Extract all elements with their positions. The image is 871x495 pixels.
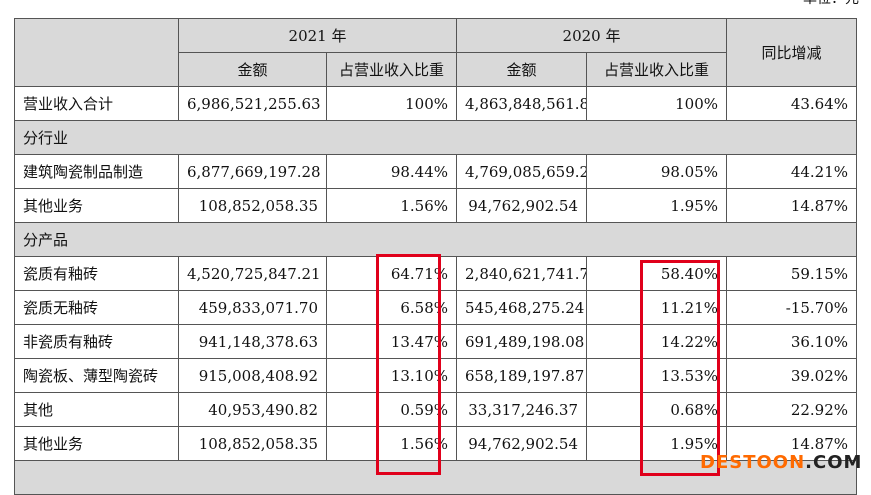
yoy-change: 14.87% (726, 188, 858, 223)
ratio-2020: 1.95% (586, 188, 728, 223)
header-ratio-2020: 占营业收入比重 (586, 52, 728, 87)
ratio-2021: 6.58% (325, 290, 458, 325)
yoy-change: -15.70% (726, 290, 858, 325)
amount-2021: 915,008,408.92 (178, 358, 327, 393)
ratio-2020: 11.21% (586, 290, 728, 325)
header-row-years: 2021 年 2020 年 同比增减 (14, 18, 858, 87)
table-row: 陶瓷板、薄型陶瓷砖 915,008,408.92 13.10% 658,189,… (14, 358, 858, 393)
section-row-product: 分产品 (13, 222, 858, 257)
row-label: 瓷质无釉砖 (14, 290, 179, 325)
amount-2021: 459,833,071.70 (178, 290, 327, 325)
table-row: 其他业务 108,852,058.35 1.56% 94,762,902.54 … (14, 188, 858, 223)
ratio-2021: 0.59% (325, 392, 458, 427)
yoy-change: 22.92% (726, 392, 858, 427)
ratio-2021: 98.44% (325, 154, 458, 189)
revenue-table: 2021 年 2020 年 同比增减 金额 占营业收入比重 金额 占营业收入比重… (13, 18, 858, 495)
ratio-2021: 64.71% (325, 256, 458, 291)
yoy-change: 59.15% (726, 256, 858, 291)
section-row-industry: 分行业 (13, 120, 858, 155)
amount-2020: 4,863,848,561.83 (456, 86, 588, 121)
table-row: 其他 40,953,490.82 0.59% 33,317,246.37 0.6… (14, 392, 858, 427)
row-label: 瓷质有釉砖 (14, 256, 179, 291)
table-row: 瓷质有釉砖 4,520,725,847.21 64.71% 2,840,621,… (14, 256, 858, 291)
row-label: 其他 (14, 392, 179, 427)
highlight-box-2021-ratio (376, 254, 441, 475)
header-2020: 2020 年 (456, 18, 728, 53)
amount-2020: 545,468,275.24 (456, 290, 588, 325)
yoy-change: 44.21% (726, 154, 858, 189)
row-label: 其他业务 (14, 188, 179, 223)
section-label: 分行业 (13, 120, 858, 155)
amount-2020: 2,840,621,741.73 (456, 256, 588, 291)
header-ratio-2021: 占营业收入比重 (325, 52, 458, 87)
ratio-2021: 13.10% (325, 358, 458, 393)
table-row: 非瓷质有釉砖 941,148,378.63 13.47% 691,489,198… (14, 324, 858, 359)
ratio-2020: 98.05% (586, 154, 728, 189)
ratio-2020: 100% (586, 86, 728, 121)
watermark-dot: . (805, 452, 813, 473)
highlight-box-2020-ratio (640, 260, 720, 476)
amount-2020: 658,189,197.87 (456, 358, 588, 393)
row-label: 其他业务 (14, 426, 179, 461)
amount-2020: 94,762,902.54 (456, 426, 588, 461)
ratio-2021: 13.47% (325, 324, 458, 359)
amount-2020: 4,769,085,659.29 (456, 154, 588, 189)
table-row-total: 营业收入合计 6,986,521,255.63 100% 4,863,848,5… (14, 86, 858, 121)
ratio-2021: 1.56% (325, 188, 458, 223)
header-amount-2021: 金额 (178, 52, 327, 87)
row-label: 陶瓷板、薄型陶瓷砖 (14, 358, 179, 393)
amount-2021: 941,148,378.63 (178, 324, 327, 359)
row-label: 营业收入合计 (14, 86, 179, 121)
row-label: 建筑陶瓷制品制造 (14, 154, 179, 189)
amount-2020: 33,317,246.37 (456, 392, 588, 427)
amount-2021: 108,852,058.35 (178, 426, 327, 461)
amount-2021: 6,986,521,255.63 (178, 86, 327, 121)
amount-2021: 40,953,490.82 (178, 392, 327, 427)
row-label: 非瓷质有釉砖 (14, 324, 179, 359)
yoy-change: 43.64% (726, 86, 858, 121)
ratio-2021: 100% (325, 86, 458, 121)
watermark-logo: DESTOON.COM (700, 452, 862, 473)
header-amount-2020: 金额 (456, 52, 588, 87)
ratio-2020: 13.53% (586, 358, 728, 393)
amount-2020: 94,762,902.54 (456, 188, 588, 223)
yoy-change: 39.02% (726, 358, 858, 393)
amount-2020: 691,489,198.08 (456, 324, 588, 359)
table-row: 建筑陶瓷制品制造 6,877,669,197.28 98.44% 4,769,0… (14, 154, 858, 189)
section-label: 分产品 (13, 222, 858, 257)
yoy-change: 36.10% (726, 324, 858, 359)
amount-2021: 108,852,058.35 (178, 188, 327, 223)
amount-2021: 4,520,725,847.21 (178, 256, 327, 291)
header-2021: 2021 年 (177, 18, 458, 53)
header-row-columns: 金额 占营业收入比重 金额 占营业收入比重 (15, 52, 857, 87)
header-blank (14, 18, 179, 87)
watermark-main: DESTOON (700, 452, 806, 473)
header-yoy: 同比增减 (726, 18, 858, 87)
watermark-tld: COM (813, 452, 863, 473)
unit-label: 单位：元 (803, 0, 859, 8)
amount-2021: 6,877,669,197.28 (178, 154, 327, 189)
